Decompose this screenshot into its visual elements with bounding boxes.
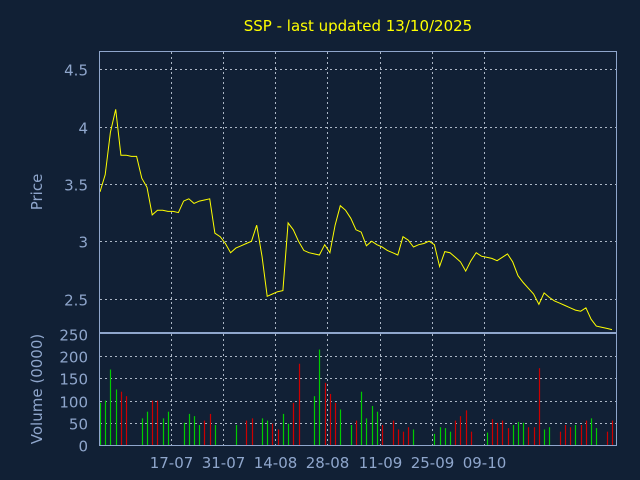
volume-axis-label: Volume (0000) [28, 334, 46, 444]
price-tick-label: 3 [78, 234, 88, 252]
volume-tick-label: 250 [59, 327, 88, 345]
volume-bars [99, 349, 614, 445]
price-line [99, 109, 613, 331]
date-tick-label: 17-07 [150, 454, 194, 472]
date-tick-label: 09-10 [463, 454, 507, 472]
volume-tick-label: 200 [59, 349, 88, 367]
price-axis-label: Price [28, 174, 46, 211]
volume-tick-label: 50 [69, 416, 88, 434]
volume-tick-label: 100 [59, 394, 88, 412]
date-tick-label: 28-08 [306, 454, 350, 472]
chart-title: SSP - last updated 13/10/2025 [244, 17, 472, 35]
date-tick-label: 25-09 [411, 454, 455, 472]
volume-axis-ticks: 0 50 100 150 200 250 [59, 327, 88, 456]
volume-panel-frame [99, 333, 617, 446]
date-tick-label: 11-09 [359, 454, 403, 472]
price-tick-label: 4 [78, 120, 88, 138]
volume-grid [100, 334, 616, 445]
price-panel-frame [99, 51, 617, 333]
price-axis-ticks: 2.5 3 3.5 4 4.5 [64, 62, 88, 310]
volume-tick-label: 150 [59, 371, 88, 389]
volume-tick-label: 0 [78, 438, 88, 456]
price-grid [100, 52, 616, 333]
date-axis-ticks: 17-07 31-07 14-08 28-08 11-09 25-09 09-10 [150, 454, 507, 472]
price-tick-label: 4.5 [64, 62, 88, 80]
price-tick-label: 2.5 [64, 292, 88, 310]
date-tick-label: 14-08 [254, 454, 298, 472]
date-tick-label: 31-07 [202, 454, 246, 472]
price-tick-label: 3.5 [64, 177, 88, 195]
